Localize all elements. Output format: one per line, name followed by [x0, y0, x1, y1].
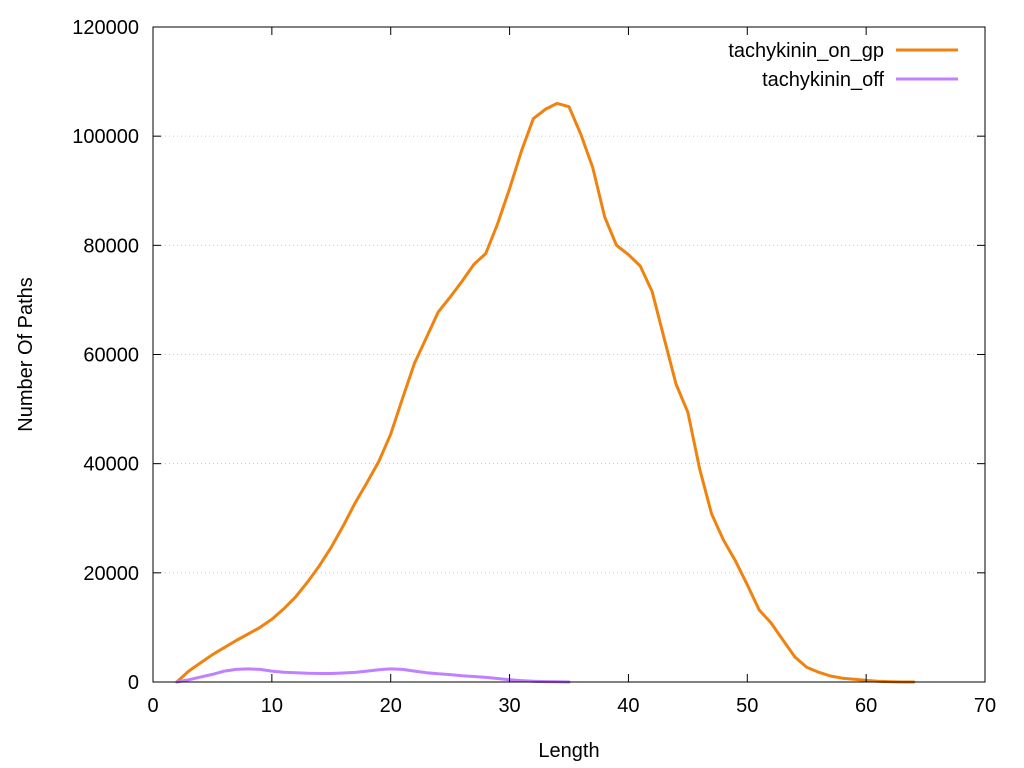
- series-line-tachykinin_on_gp: [175, 101, 916, 684]
- legend: tachykinin_on_gp tachykinin_off: [728, 40, 958, 91]
- x-tick-label: 30: [498, 695, 520, 717]
- y-tick-label: 20000: [83, 563, 139, 585]
- y-axis-title: Number Of Paths: [15, 277, 37, 432]
- y-tick-label: 40000: [83, 454, 139, 476]
- x-tick-label: 70: [974, 695, 996, 717]
- x-tick-label: 40: [617, 695, 639, 717]
- x-tick-label: 60: [855, 695, 877, 717]
- axis-ticks: 0 10 20 30 40 50 60 70 0 20000 40000 60000 80000 1000…: [72, 17, 996, 717]
- series-lines: [175, 101, 916, 684]
- y-tick-label: 100000: [72, 126, 139, 148]
- y-tick-label: 0: [128, 672, 139, 694]
- x-tick-label: 20: [380, 695, 402, 717]
- y-tick-label: 60000: [83, 345, 139, 367]
- legend-label: tachykinin_off: [762, 69, 884, 91]
- x-tick-label: 50: [736, 695, 758, 717]
- x-axis-title: Length: [538, 740, 599, 762]
- y-tick-label: 120000: [72, 17, 139, 39]
- legend-label: tachykinin_on_gp: [728, 40, 884, 62]
- grid-lines: [153, 135, 985, 574]
- y-tick-label: 80000: [83, 235, 139, 257]
- series-line-tachykinin_off: [175, 667, 571, 684]
- x-tick-label: 0: [147, 695, 158, 717]
- x-tick-label: 10: [261, 695, 283, 717]
